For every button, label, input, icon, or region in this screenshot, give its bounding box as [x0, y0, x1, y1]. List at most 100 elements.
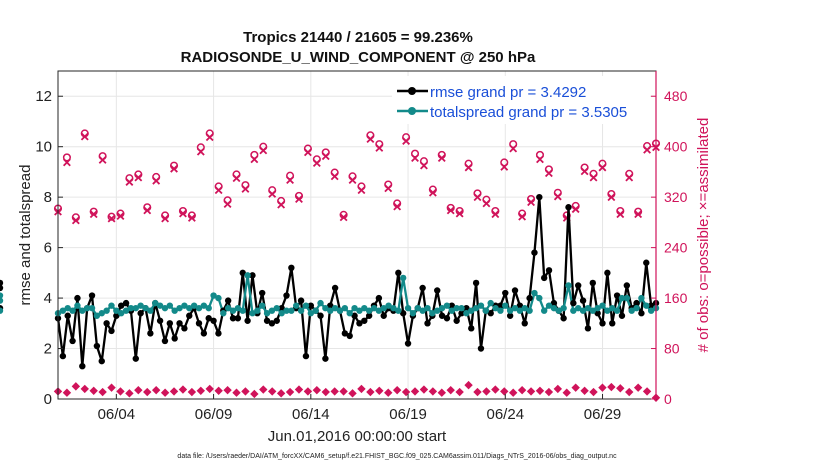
totalspread-point [312, 307, 319, 314]
series-points [0, 193, 660, 370]
rmse-point [468, 325, 475, 332]
y-left-tick-label: 8 [44, 189, 52, 206]
y-right-axis-label: # of obs: o=possible; ×=assimilated [695, 118, 712, 353]
rmse-point [268, 320, 276, 327]
obs-count-low-marker [160, 388, 170, 397]
obs-count-low-marker [464, 380, 473, 390]
rmse-point [322, 355, 329, 362]
totalspread-point [424, 304, 431, 312]
totalspread-point [83, 304, 91, 312]
legend-entry-totalspread: totalspread grand pr = 3.5305 [397, 104, 627, 121]
totalspread-point [487, 299, 494, 307]
totalspread-point [254, 307, 261, 314]
totalspread-point [370, 304, 378, 312]
obs-assimilated-marker [473, 193, 482, 202]
rmse-point [317, 312, 324, 319]
obs-assimilated-marker [107, 214, 116, 223]
legend-marker-totalspread [408, 107, 416, 115]
obs-count-low-marker [562, 388, 571, 397]
obs-count-low-marker [107, 383, 116, 392]
totalspread-point [132, 304, 139, 312]
rmse-point [575, 282, 582, 289]
rmse-point [210, 317, 217, 324]
rmse-point [497, 302, 504, 309]
legend-marker-rmse [408, 87, 416, 95]
rmse-point [234, 315, 242, 322]
obs-assimilated-marker [116, 212, 125, 221]
rmse-point [458, 310, 465, 317]
obs-assimilated-marker [303, 148, 312, 157]
obs-assimilated-marker [250, 155, 259, 164]
totalspread-point [365, 307, 373, 314]
rmse-point [526, 294, 533, 302]
x-tick-label: 06/04 [98, 406, 136, 423]
obs-assimilated-marker [553, 192, 562, 201]
totalspread-point [458, 304, 465, 312]
obs-count-markers [53, 129, 661, 402]
x-axis-ticks: 06/04 06/09 06/14 06/19 06/24 06/29 [98, 394, 621, 423]
totalspread-point [385, 302, 392, 309]
totalspread-point [244, 272, 251, 279]
y-right-tick-label: 480 [664, 88, 688, 104]
obs-count-low-marker [80, 384, 89, 394]
x-tick-label: 06/24 [487, 406, 525, 423]
rmse-point [570, 299, 577, 307]
totalspread-point [613, 307, 621, 314]
obs-count-low-marker [330, 387, 339, 396]
plot-area [58, 71, 656, 399]
rmse-point [424, 320, 431, 327]
totalspread-point [293, 302, 300, 309]
obs-assimilated-marker [544, 169, 553, 178]
totalspread-point [200, 302, 208, 309]
totalspread-point [273, 304, 280, 312]
obs-count-low-marker [589, 387, 598, 397]
obs-count-low-marker [232, 388, 241, 397]
totalspread-point [531, 289, 538, 297]
totalspread-point [409, 310, 417, 317]
obs-assimilated-marker [571, 205, 580, 214]
obs-count-low-marker [303, 387, 313, 396]
rmse-point [502, 289, 509, 297]
totalspread-point [176, 304, 183, 312]
totalspread-point [156, 302, 164, 309]
rmse-point [506, 312, 514, 319]
legend-entry-rmse: rmse grand pr = 3.4292 [397, 84, 586, 101]
totalspread-point [127, 304, 135, 312]
obs-count-low-marker [544, 387, 554, 397]
totalspread-point [341, 304, 349, 312]
obs-count-low-marker [455, 387, 464, 397]
obs-assimilated-marker [616, 210, 625, 219]
y-right-tick-label: 80 [664, 341, 680, 357]
obs-assimilated-marker [634, 210, 643, 219]
obs-count-low-marker [482, 387, 491, 396]
obs-count-low-marker [125, 389, 134, 398]
totalspread-point [604, 307, 611, 314]
totalspread-point [521, 304, 528, 312]
totalspread-point [98, 310, 105, 317]
y-right-axis-ticks: 0 80 160 240 320 400 480 [651, 88, 688, 407]
obs-assimilated-marker [357, 186, 366, 195]
obs-count-low-marker [285, 387, 295, 397]
obs-assimilated-marker [428, 188, 437, 197]
totalspread-point [152, 299, 159, 307]
totalspread-point [297, 307, 305, 314]
legend: rmse grand pr = 3.4292 totalspread grand… [392, 76, 650, 124]
rmse-point [278, 304, 285, 312]
totalspread-point [283, 307, 290, 314]
rmse-point [545, 267, 553, 274]
obs-count-low-marker [339, 387, 348, 396]
obs-assimilated-marker [152, 176, 161, 185]
totalspread-point [560, 304, 567, 312]
totalspread-point [161, 304, 169, 312]
obs-assimilated-marker [71, 216, 80, 225]
obs-assimilated-marker [402, 137, 411, 145]
obs-assimilated-marker [393, 202, 402, 211]
obs-count-low-marker [517, 385, 527, 395]
totalspread-point [502, 302, 509, 309]
obs-assimilated-marker [321, 152, 330, 161]
rmse-point [258, 289, 266, 297]
obs-count-low-marker [321, 387, 330, 397]
legend-label-rmse: rmse grand pr = 3.4292 [430, 84, 586, 101]
chart-title-line2: RADIOSONDE_U_WIND_COMPONENT @ 250 hPa [181, 49, 536, 66]
obs-count-low-marker [268, 387, 277, 396]
